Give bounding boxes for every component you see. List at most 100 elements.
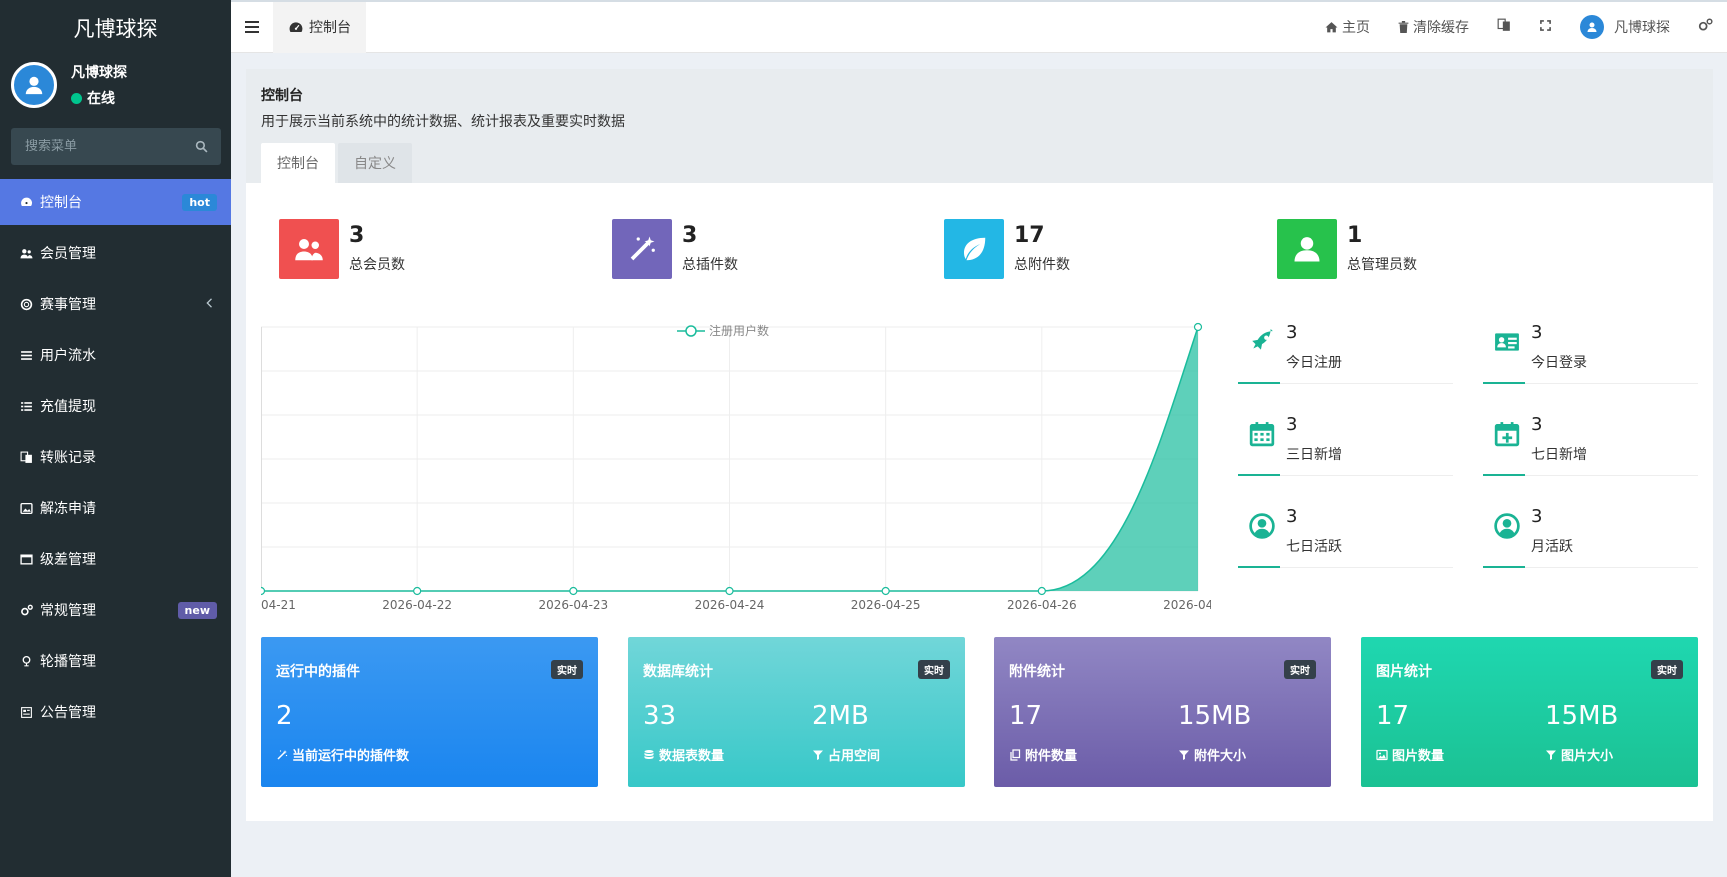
mini-stat-label: 今日登录 — [1531, 355, 1587, 371]
stat-1: 3 总插件数 — [612, 219, 738, 279]
sidebar-item-5[interactable]: 转账记录 — [0, 434, 231, 480]
sidebar-item-label: 转账记录 — [40, 450, 96, 466]
card-label-secondary: 占用空间 — [812, 745, 880, 764]
users-icon — [18, 245, 34, 261]
sidebar-item-10[interactable]: 公告管理 — [0, 689, 231, 735]
sidebar-item-label: 轮播管理 — [40, 654, 96, 670]
mini-stat-underline — [1483, 566, 1525, 568]
realtime-badge: 实时 — [1651, 660, 1683, 679]
image-icon — [18, 500, 34, 516]
cogs-icon — [18, 602, 34, 618]
list-alt-icon — [18, 398, 34, 414]
users-icon — [279, 219, 339, 279]
stats-row: 3 总会员数 3 总插件数 17 总附件数 1 总管理员数 — [246, 219, 1713, 281]
avatar — [1580, 15, 1604, 39]
search-input[interactable] — [25, 139, 175, 154]
card-label: 当前运行中的插件数 — [276, 745, 409, 764]
x-tick-label: 2026-04-22 — [382, 598, 452, 611]
x-tick-label: 2026-04-25 — [851, 598, 921, 611]
database-icon — [643, 749, 655, 761]
sidebar-item-6[interactable]: 解冻申请 — [0, 485, 231, 531]
page-description: 用于展示当前系统中的统计数据、统计报表及重要实时数据 — [261, 114, 625, 130]
clear-cache-button[interactable]: 清除缓存 — [1384, 2, 1483, 53]
mini-stat-label: 月活跃 — [1531, 539, 1573, 555]
user-icon — [25, 76, 43, 95]
area-fill — [261, 327, 1198, 591]
tab-dashboard[interactable]: 控制台 — [273, 1, 366, 53]
sidebar-item-1[interactable]: 会员管理 — [0, 230, 231, 276]
stat-card-1: 数据库统计 实时 33 数据表数量 2MB 占用空间 — [628, 637, 965, 787]
card-title: 附件统计 — [1009, 664, 1065, 680]
newspaper-icon — [18, 704, 34, 720]
data-point — [1037, 586, 1046, 596]
x-tick-label: 2026-04-23 — [538, 598, 608, 611]
stat-value: 1 — [1347, 222, 1363, 248]
translate-icon — [1497, 18, 1511, 36]
sidebar-item-0[interactable]: 控制台 hot — [0, 179, 231, 225]
mini-stat-3: 3 七日新增 — [1483, 414, 1698, 476]
page-title: 控制台 — [261, 88, 303, 104]
brand-logo[interactable]: 凡博球探 — [0, 0, 231, 55]
sidebar-item-3[interactable]: 用户流水 — [0, 332, 231, 378]
language-button[interactable] — [1483, 2, 1525, 53]
tab-dashboard-panel[interactable]: 控制台 — [261, 143, 335, 183]
id-card-icon — [1493, 328, 1521, 356]
mini-stat-underline — [1483, 382, 1525, 384]
x-tick-label: 2026-04-24 — [695, 598, 765, 611]
user-status: 在线 — [71, 88, 127, 108]
realtime-badge: 实时 — [918, 660, 950, 679]
stat-value: 3 — [349, 222, 365, 248]
sidebar-item-7[interactable]: 级差管理 — [0, 536, 231, 582]
menu-toggle-button[interactable] — [231, 2, 273, 53]
sidebar-item-label: 赛事管理 — [40, 297, 96, 313]
tab-custom[interactable]: 自定义 — [338, 143, 412, 183]
translate-icon — [18, 449, 34, 465]
search-box — [11, 128, 221, 165]
sidebar-item-label: 控制台 — [40, 195, 82, 211]
calendar-plus-icon — [1493, 420, 1521, 448]
card-title: 运行中的插件 — [276, 664, 360, 680]
settings-button[interactable] — [1684, 2, 1727, 53]
stat-cards: 运行中的插件 实时 2 当前运行中的插件数 数据库统计 实时 33 数据表数量 2M… — [261, 637, 1698, 787]
user-icon — [1277, 219, 1337, 279]
home-icon — [1325, 21, 1338, 33]
expand-icon — [1539, 19, 1552, 36]
data-point — [256, 586, 266, 596]
card-label: 附件数量 — [1009, 745, 1077, 764]
data-point — [881, 586, 890, 596]
online-dot-icon — [71, 92, 82, 104]
card-title: 数据库统计 — [643, 664, 713, 680]
stat-value: 17 — [1014, 222, 1045, 248]
sidebar-item-label: 充值提现 — [40, 399, 96, 415]
sidebar-item-8[interactable]: 常规管理 new — [0, 587, 231, 633]
stat-value: 3 — [682, 222, 698, 248]
filter-icon — [1178, 749, 1190, 761]
search-icon[interactable] — [195, 140, 208, 153]
fullscreen-button[interactable] — [1525, 2, 1566, 53]
trash-icon — [1398, 21, 1409, 33]
sidebar-item-4[interactable]: 充值提现 — [0, 383, 231, 429]
card-value: 33 — [643, 701, 677, 731]
sidebar-item-label: 常规管理 — [40, 603, 96, 619]
filter-icon — [812, 749, 824, 761]
data-point — [1193, 322, 1203, 332]
sidebar-item-2[interactable]: 赛事管理 — [0, 281, 231, 327]
mini-stat-label: 七日新增 — [1531, 447, 1587, 463]
card-value: 17 — [1376, 701, 1410, 731]
content-tabs: 控制台 自定义 — [261, 143, 415, 183]
content-header: 控制台 用于展示当前系统中的统计数据、统计报表及重要实时数据 控制台 自定义 — [246, 69, 1713, 183]
home-button[interactable]: 主页 — [1311, 2, 1384, 53]
register-chart: 2026-04-21 2026-04-22 2026-04-23 2026-04-24… — [226, 321, 1233, 612]
card-label: 图片数量 — [1376, 745, 1444, 764]
mini-stat-value: 3 — [1286, 322, 1298, 343]
user-name: 凡博球探 — [71, 65, 127, 81]
realtime-badge: 实时 — [1284, 660, 1316, 679]
card-value-secondary: 15MB — [1545, 701, 1619, 731]
sidebar-item-label: 解冻申请 — [40, 501, 96, 517]
card-value: 2 — [276, 701, 293, 731]
calendar-icon — [1248, 420, 1276, 448]
sidebar-item-9[interactable]: 轮播管理 — [0, 638, 231, 684]
stat-3: 1 总管理员数 — [1277, 219, 1417, 279]
stat-label: 总附件数 — [1014, 257, 1070, 274]
user-menu[interactable]: 凡博球探 — [1566, 2, 1684, 53]
